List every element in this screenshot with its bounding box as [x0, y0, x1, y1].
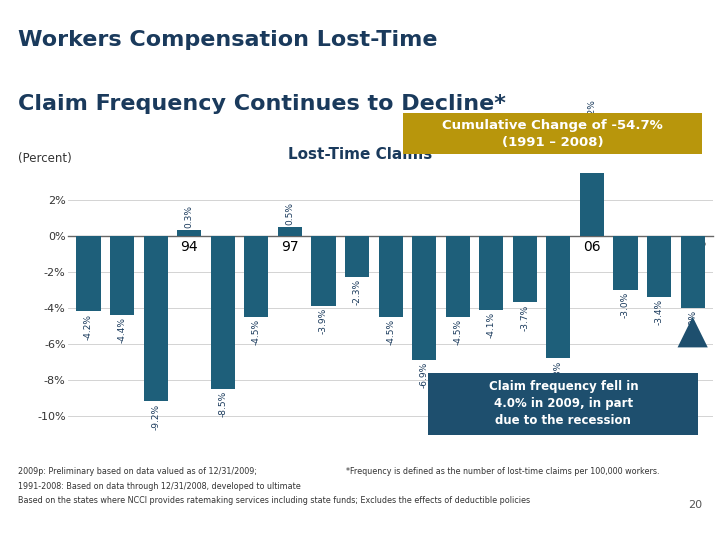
Text: Claim frequency fell in
4.0% in 2009, in part
due to the recession: Claim frequency fell in 4.0% in 2009, in… — [489, 380, 638, 427]
Text: 0.5%: 0.5% — [285, 201, 294, 225]
Text: 6.2%: 6.2% — [588, 99, 596, 122]
Text: Workers Compensation Lost-Time: Workers Compensation Lost-Time — [18, 30, 438, 50]
Text: -3.0%: -3.0% — [621, 292, 630, 318]
Polygon shape — [678, 317, 708, 347]
Text: (Percent): (Percent) — [18, 152, 72, 165]
Text: -8.5%: -8.5% — [218, 391, 228, 417]
Text: *Frequency is defined as the number of lost-time claims per 100,000 workers.: *Frequency is defined as the number of l… — [346, 467, 659, 476]
Text: -4.5%: -4.5% — [386, 319, 395, 345]
Bar — [76, 236, 101, 312]
Text: -4.2%: -4.2% — [84, 314, 93, 340]
Bar — [177, 231, 202, 236]
Bar — [647, 236, 671, 297]
Text: -3.7%: -3.7% — [521, 305, 529, 331]
Text: Based on the states where NCCI provides ratemaking services including state fund: Based on the states where NCCI provides … — [18, 496, 530, 505]
Bar — [580, 124, 604, 236]
Bar — [480, 236, 503, 309]
Text: -3.4%: -3.4% — [654, 299, 664, 325]
Bar — [513, 236, 537, 302]
Text: (1991 – 2008): (1991 – 2008) — [502, 136, 603, 149]
Bar — [143, 236, 168, 401]
Bar — [244, 236, 269, 317]
Text: Lost-Time Claims: Lost-Time Claims — [288, 147, 432, 162]
Bar — [345, 236, 369, 277]
Bar — [311, 236, 336, 306]
Text: -9.2%: -9.2% — [151, 403, 160, 430]
Text: 20: 20 — [688, 500, 702, 510]
Text: Cumulative Change of -54.7%: Cumulative Change of -54.7% — [442, 119, 663, 132]
Text: -2.3%: -2.3% — [353, 279, 361, 306]
Bar — [211, 236, 235, 389]
Text: -3.9%: -3.9% — [319, 308, 328, 334]
Text: 1991-2008: Based on data through 12/31/2008, developed to ultimate: 1991-2008: Based on data through 12/31/2… — [18, 482, 301, 491]
Text: 2009p: Preliminary based on data valued as of 12/31/2009;: 2009p: Preliminary based on data valued … — [18, 467, 257, 476]
Text: -4.4%: -4.4% — [117, 317, 127, 343]
Bar — [110, 236, 134, 315]
Text: Claim Frequency Continues to Decline*: Claim Frequency Continues to Decline* — [18, 94, 506, 114]
Text: -6.9%: -6.9% — [420, 362, 428, 388]
Bar — [412, 236, 436, 360]
Text: -4.5%: -4.5% — [252, 319, 261, 345]
Text: 0.3%: 0.3% — [185, 205, 194, 228]
Bar — [446, 236, 470, 317]
Bar — [278, 227, 302, 236]
Bar — [680, 236, 705, 308]
Text: -6.8%: -6.8% — [554, 360, 563, 387]
Text: -4.1%: -4.1% — [487, 312, 496, 338]
Bar — [379, 236, 402, 317]
Text: -4.5%: -4.5% — [453, 319, 462, 345]
Bar — [613, 236, 638, 290]
Text: -4.0%: -4.0% — [688, 310, 697, 336]
Bar — [546, 236, 570, 358]
